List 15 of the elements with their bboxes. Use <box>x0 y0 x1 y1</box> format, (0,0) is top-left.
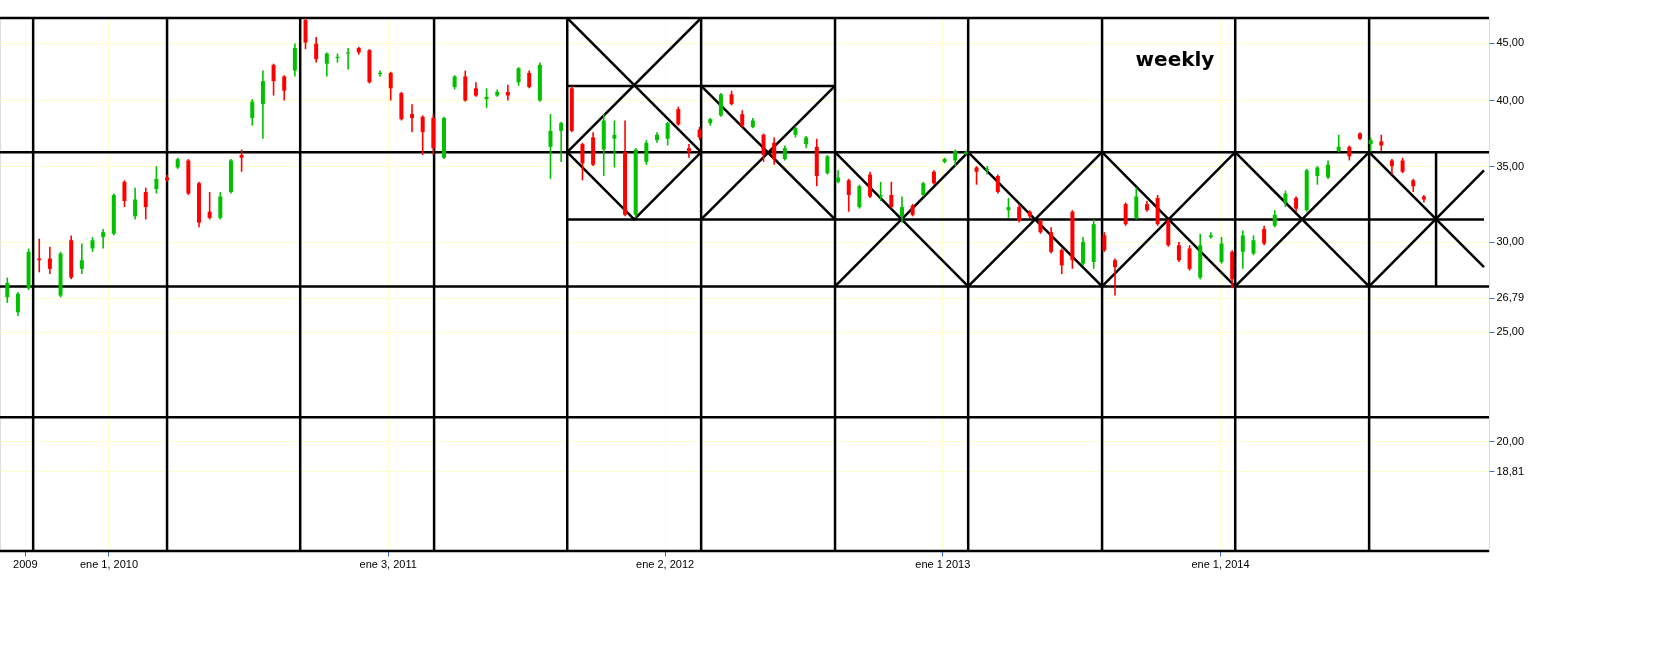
y-tick-label: 40,00 <box>1496 93 1525 106</box>
y-tick-label: 18,81 <box>1496 464 1525 477</box>
y-tick-label: 35,00 <box>1496 159 1525 172</box>
annotation: weekly <box>1135 47 1215 71</box>
y-tick-label: 45,00 <box>1496 36 1525 49</box>
y-tick-label: 25,00 <box>1496 325 1525 338</box>
x-tick-label: 2009 <box>13 557 38 570</box>
x-tick-label: ene 1 2013 <box>915 557 971 570</box>
y-tick-label: 26,79 <box>1496 291 1525 304</box>
y-tick-label: 20,00 <box>1496 434 1525 447</box>
x-tick-label: ene 3, 2011 <box>359 557 417 570</box>
x-tick-label: ene 1, 2014 <box>1191 557 1250 570</box>
x-tick-label: ene 1, 2010 <box>79 557 139 570</box>
x-tick-label: ene 2, 2012 <box>636 557 695 570</box>
y-tick-label: 30,00 <box>1496 235 1525 248</box>
